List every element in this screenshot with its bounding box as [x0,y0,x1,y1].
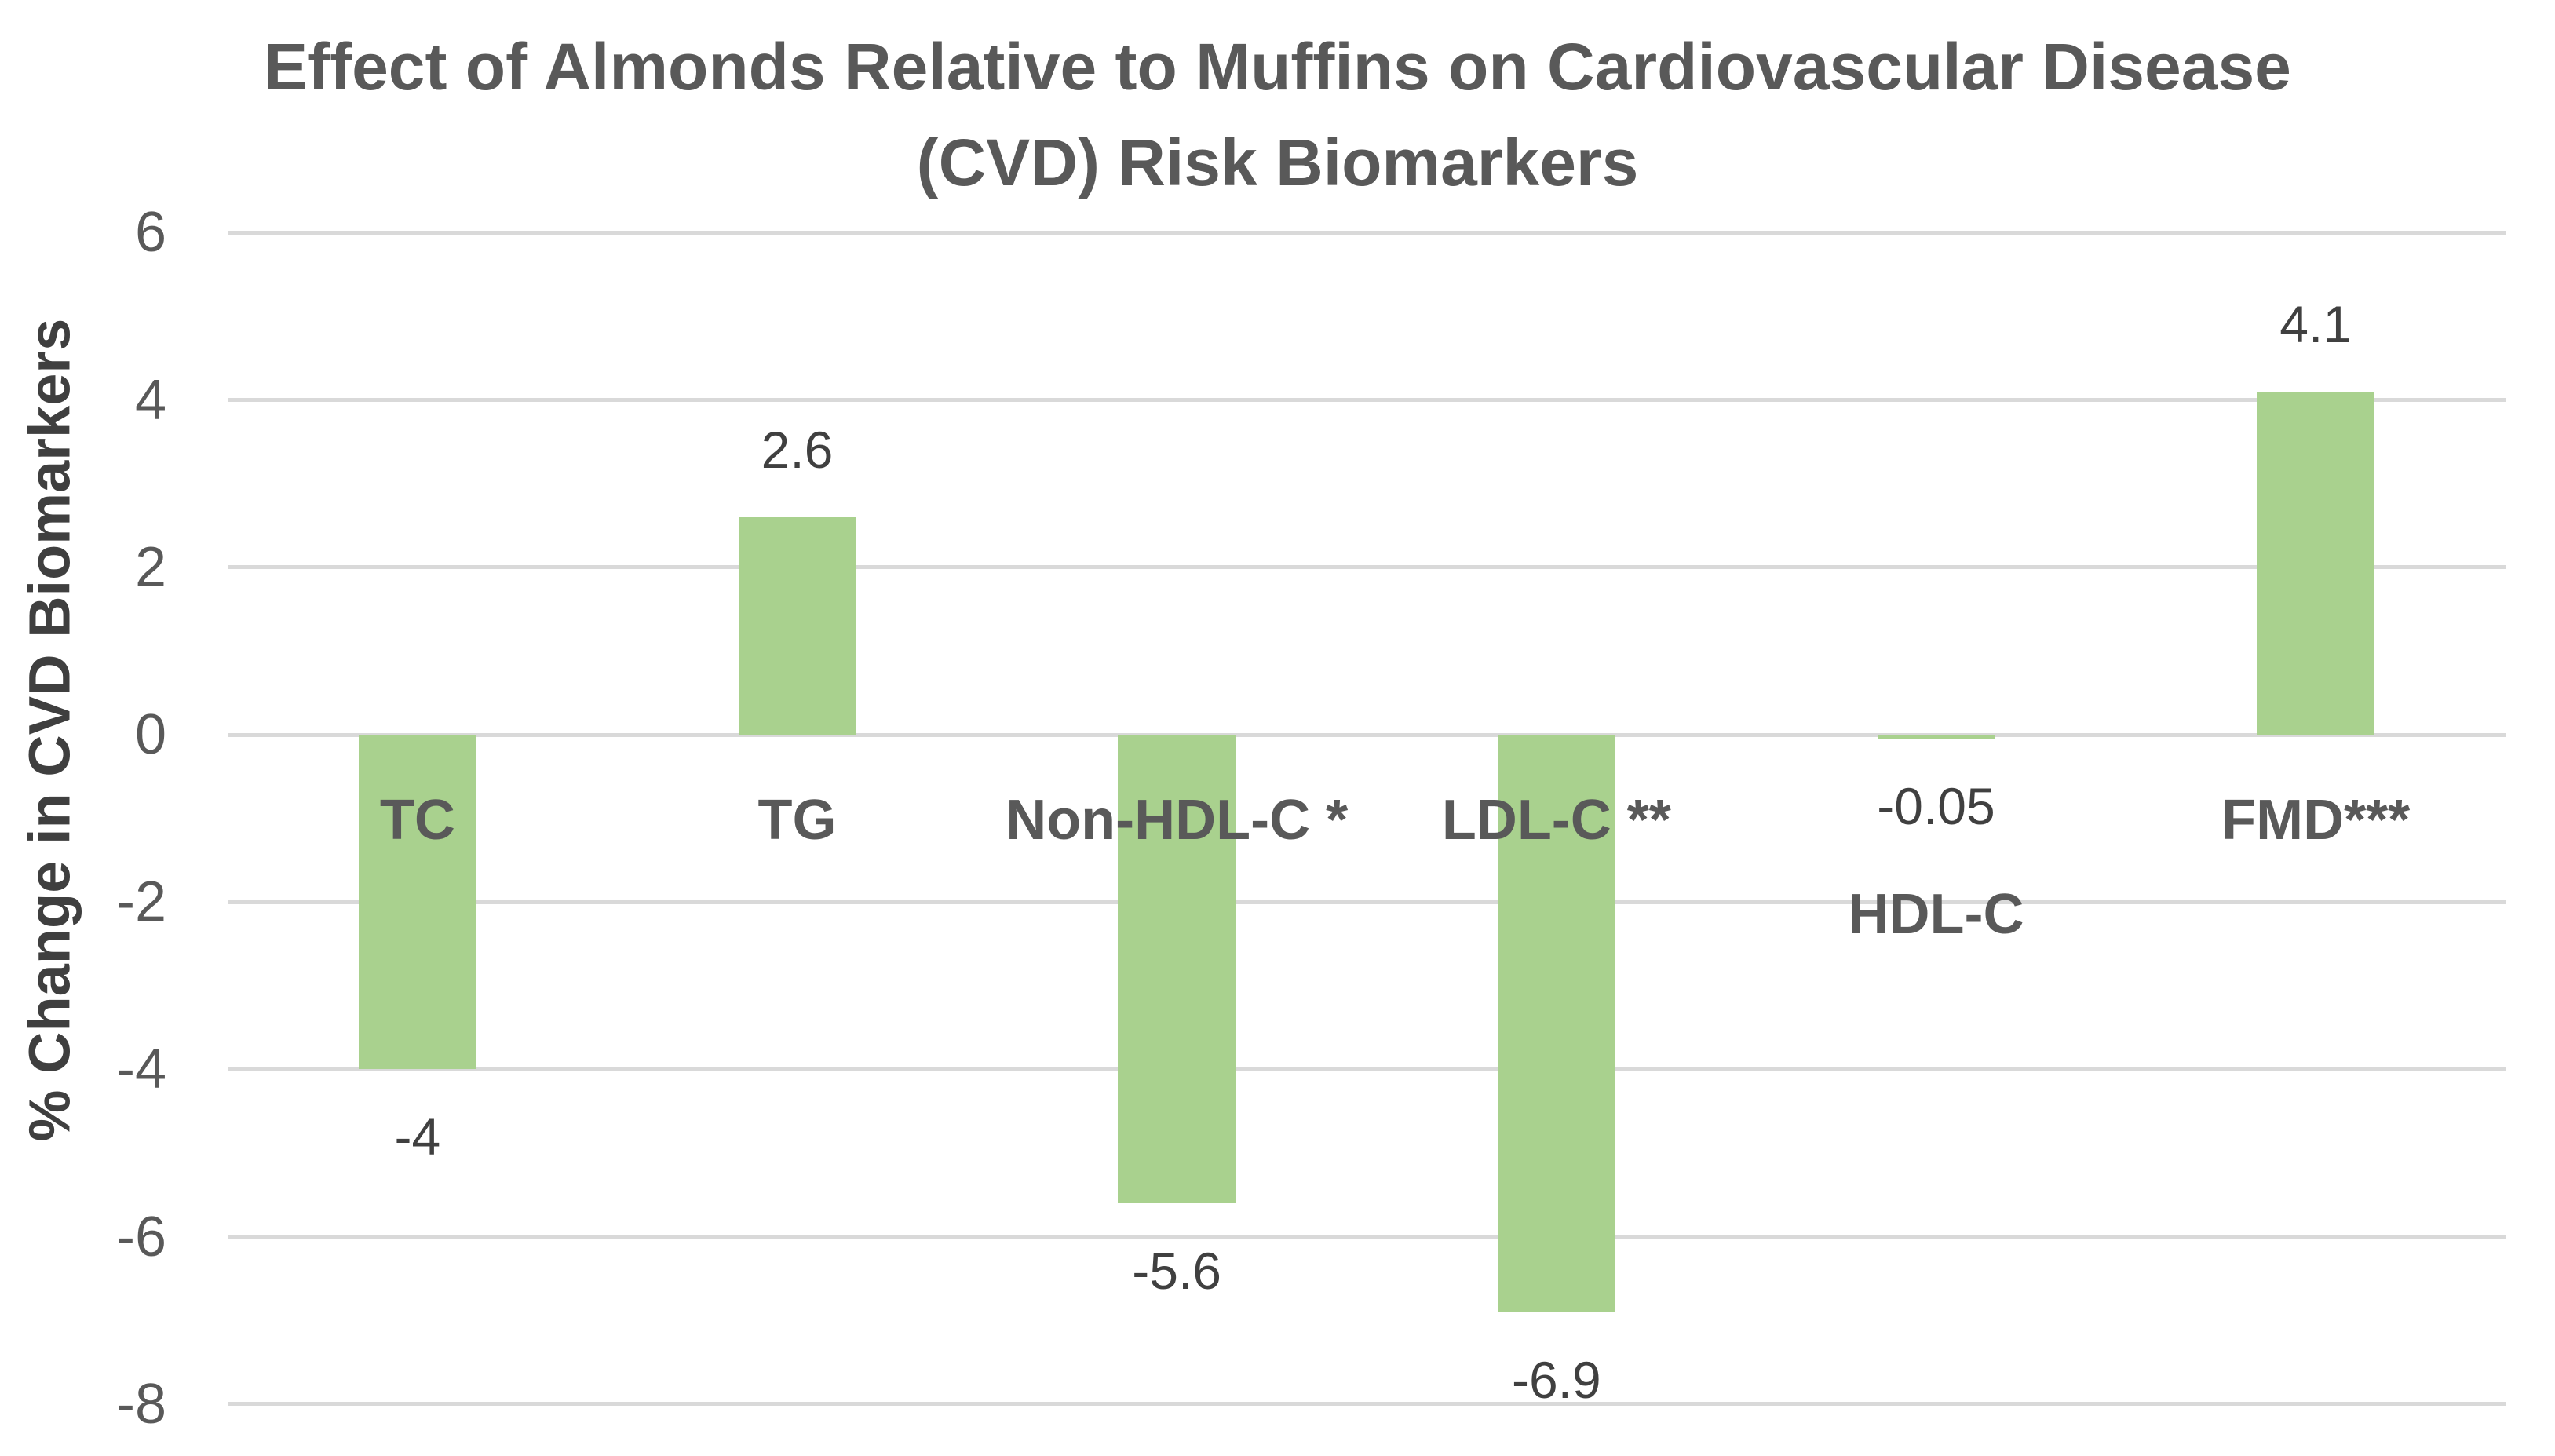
chart-title: Effect of Almonds Relative to Muffins on… [0,19,2555,210]
bar-Non-HDL-C * [1118,735,1236,1203]
value-label-TG: 2.6 [761,420,834,479]
gridline-y-2 [228,565,2506,570]
chart-title-line-1: Effect of Almonds Relative to Muffins on… [264,30,2291,104]
y-axis-tick--2: -2 [115,870,166,934]
gridline-y-0 [228,732,2506,737]
category-label-TC: TC [379,789,455,852]
gridline-y--8 [228,1402,2506,1407]
category-label-LDL-C **: LDL-C ** [1441,789,1671,852]
bar-FMD*** [2257,391,2375,735]
value-label-Non-HDL-C *: -5.6 [1132,1241,1222,1300]
value-label-FMD***: 4.1 [2279,294,2352,353]
value-label-TC: -4 [394,1108,441,1166]
bar-HDL-C [1877,735,1995,739]
category-label-TG: TG [757,789,837,852]
bar-TG [738,516,856,735]
gridline-y-4 [228,398,2506,403]
category-label-HDL-C: HDL-C [1848,883,2024,946]
y-axis-tick-0: 0 [134,703,166,766]
y-axis-tick--4: -4 [115,1038,166,1101]
bar-LDL-C ** [1497,735,1615,1312]
bar-TC [358,735,476,1070]
gridline-y--6 [228,1235,2506,1239]
y-axis-tick-4: 4 [134,368,166,432]
gridline-y-6 [228,230,2506,235]
value-label-LDL-C **: -6.9 [1511,1350,1601,1409]
category-label-Non-HDL-C *: Non-HDL-C * [1006,789,1349,852]
y-axis-tick-2: 2 [134,535,166,599]
y-axis-tick--8: -8 [115,1372,166,1436]
y-axis-tick--6: -6 [115,1205,166,1268]
category-label-FMD***: FMD*** [2221,789,2411,852]
y-axis-tick-6: 6 [134,201,166,265]
gridline-y--2 [228,900,2506,904]
value-label-HDL-C: -0.05 [1877,777,1995,836]
chart-title-line-2: (CVD) Risk Biomarkers [916,126,1639,199]
gridline-y--4 [228,1067,2506,1071]
